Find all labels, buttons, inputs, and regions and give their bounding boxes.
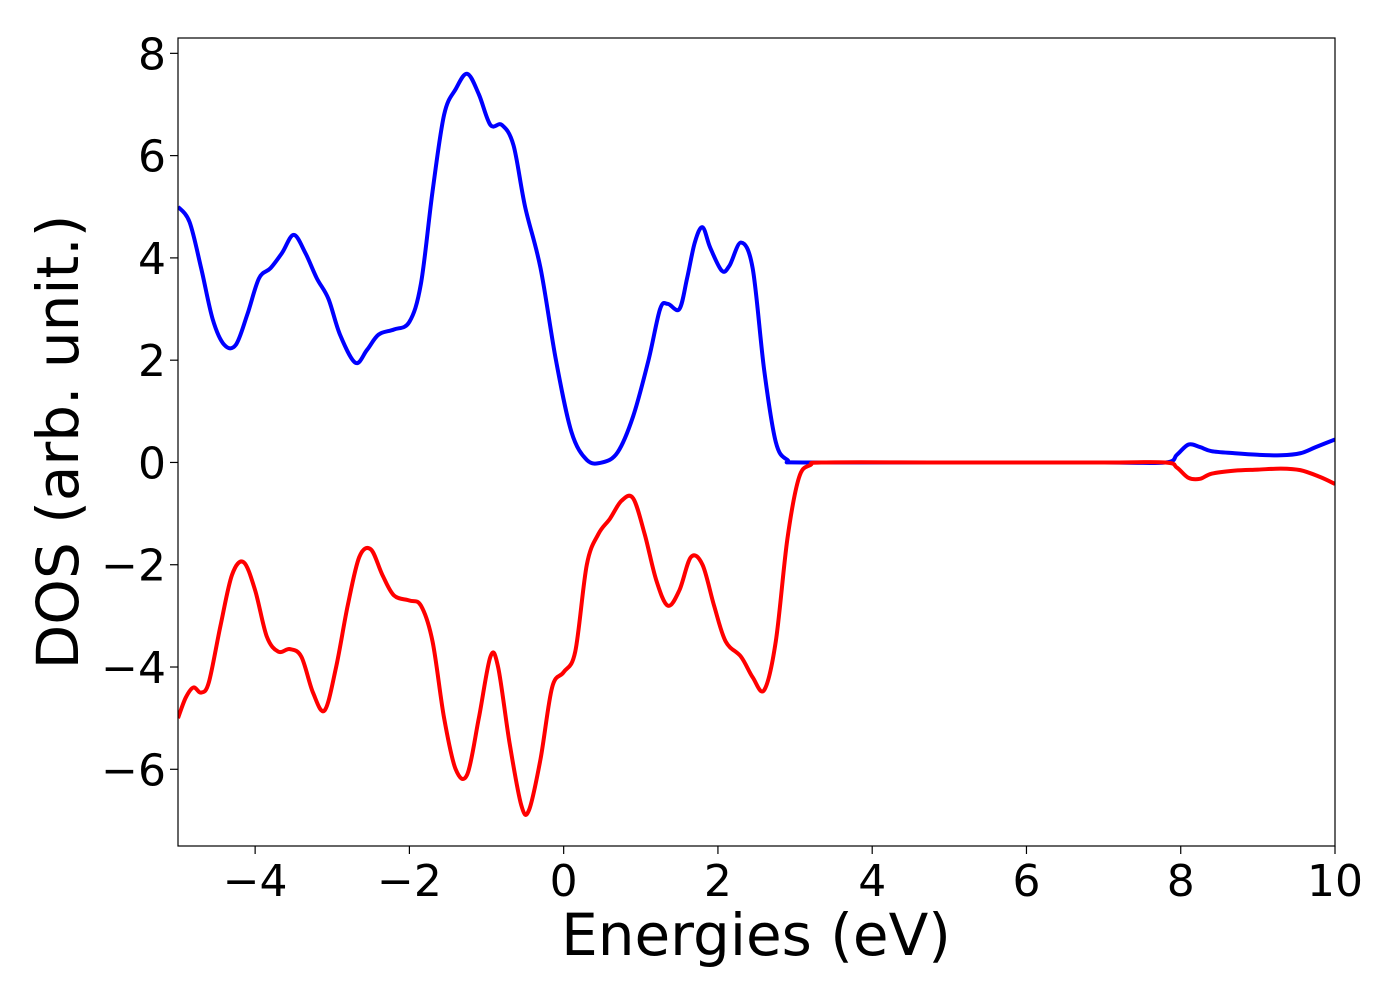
- y-tick-label: 2: [138, 336, 166, 387]
- series-line-spin-down: [178, 460, 1335, 817]
- x-tick-label: −4: [223, 856, 288, 907]
- x-tick-label: 4: [858, 856, 886, 907]
- y-tick-label: 6: [138, 132, 166, 183]
- y-tick-label: 0: [138, 438, 166, 489]
- x-axis-ticks: −4 −2 0 2 4 6 8 10: [223, 846, 1363, 907]
- y-axis-ticks: −6 −4 −2 0 2 4 6 8: [101, 29, 178, 796]
- x-tick-label: 10: [1307, 856, 1363, 907]
- y-tick-label: −4: [101, 643, 166, 694]
- y-tick-label: 8: [138, 29, 166, 80]
- plot-frame: [177, 37, 1336, 847]
- x-tick-label: 2: [704, 856, 732, 907]
- series-layer: [178, 71, 1335, 817]
- y-tick-label: 4: [138, 234, 166, 285]
- x-tick-label: 6: [1012, 856, 1040, 907]
- y-tick-label: −2: [101, 541, 166, 592]
- x-tick-label: 8: [1167, 856, 1195, 907]
- x-axis-label: Energies (eV): [561, 901, 951, 969]
- y-axis-label: DOS (arb. unit.): [24, 215, 92, 670]
- y-tick-label: −6: [101, 745, 166, 796]
- x-tick-label: 0: [550, 856, 578, 907]
- x-tick-label: −2: [377, 856, 442, 907]
- plot-background: [178, 38, 1335, 846]
